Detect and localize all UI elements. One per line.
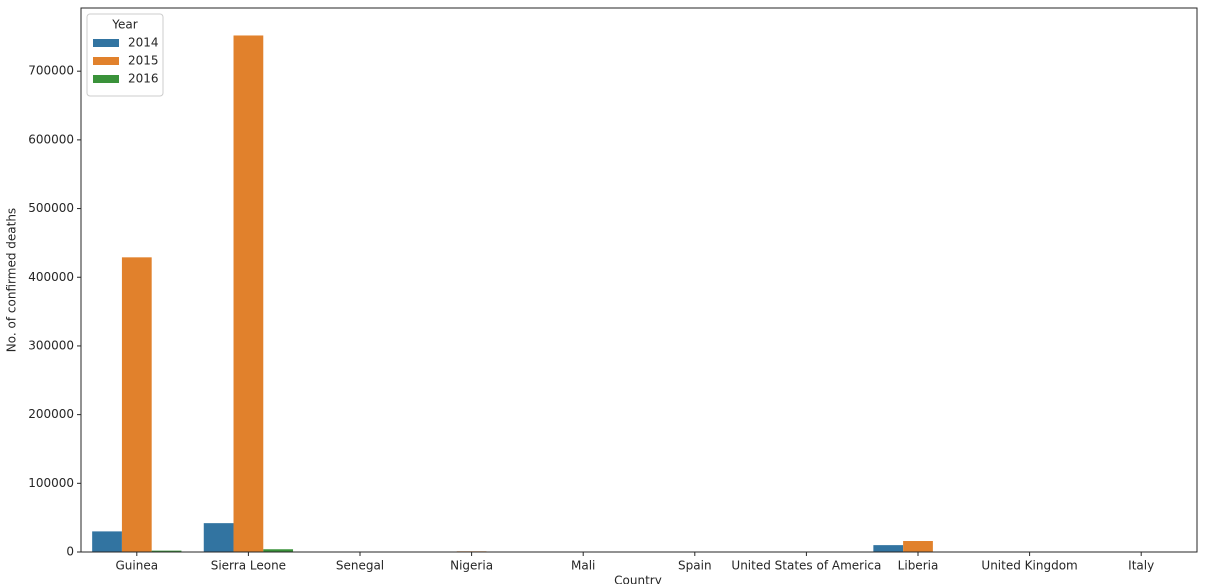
y-tick-label: 0 (66, 545, 74, 559)
y-tick-label: 700000 (28, 64, 74, 78)
x-tick-label: Sierra Leone (211, 559, 286, 573)
bar (903, 541, 933, 552)
x-tick-label: Senegal (336, 559, 384, 573)
legend-swatch (93, 57, 119, 65)
legend-swatch (93, 39, 119, 47)
bar (263, 549, 294, 552)
legend-label: 2014 (128, 36, 159, 50)
y-axis-label: No. of confirmed deaths (5, 208, 19, 352)
x-tick-label: United Kingdom (981, 559, 1077, 573)
bar (151, 550, 182, 552)
y-tick-label: 600000 (28, 132, 74, 146)
y-tick-label: 300000 (28, 338, 74, 352)
x-tick-label: Nigeria (450, 559, 493, 573)
y-tick-label: 500000 (28, 201, 74, 215)
y-tick-label: 200000 (28, 407, 74, 421)
x-axis-label: Country (614, 574, 662, 584)
legend-label: 2015 (128, 54, 159, 68)
bar (121, 257, 152, 552)
x-tick-label: Spain (678, 559, 712, 573)
x-tick-label: Italy (1128, 559, 1154, 573)
plot-frame (80, 7, 1198, 553)
y-tick-label: 100000 (28, 476, 74, 490)
bar (873, 545, 904, 552)
legend-title: Year (111, 18, 137, 32)
legend-swatch (93, 75, 119, 83)
x-tick-label: Guinea (116, 559, 159, 573)
bar (233, 35, 264, 553)
bar (92, 531, 122, 552)
y-tick-label: 400000 (28, 270, 74, 284)
bar (203, 523, 234, 552)
x-tick-label: United States of America (731, 559, 881, 573)
legend-label: 2016 (128, 72, 159, 86)
x-tick-label: Liberia (898, 559, 939, 573)
x-tick-label: Mali (571, 559, 595, 573)
